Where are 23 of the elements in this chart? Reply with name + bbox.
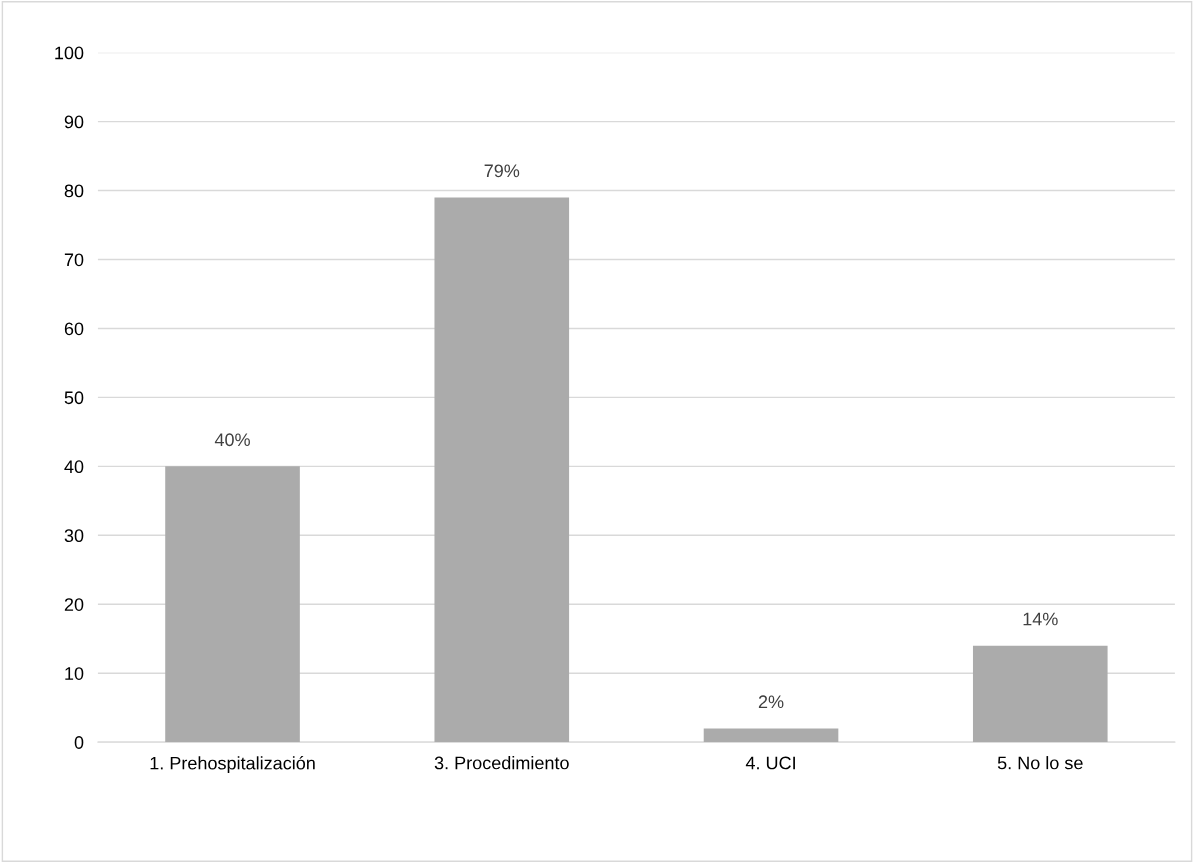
y-tick-label: 10	[65, 667, 84, 680]
y-tick-label: 90	[64, 115, 84, 129]
bar	[165, 466, 300, 743]
y-tick-label: 20	[64, 598, 84, 611]
data-label: 14%	[1023, 612, 1058, 626]
bar	[434, 197, 570, 743]
x-tick-label: 1. Prehospitalización	[150, 756, 315, 774]
y-tick-label: 40	[64, 460, 84, 474]
y-tick-label: 70	[64, 253, 84, 267]
x-tick-label: 3. Procedimiento	[434, 756, 569, 770]
x-tick-label: 4. UCI	[745, 756, 795, 770]
y-tick-label: 100	[55, 46, 84, 60]
y-tick-label: 60	[64, 322, 84, 336]
y-tick-label: 30	[64, 529, 84, 543]
y-tick-label: 0	[74, 736, 84, 749]
y-tick-label: 80	[64, 184, 84, 198]
x-tick-label: 5. No lo se	[997, 756, 1083, 770]
data-label: 40%	[214, 433, 250, 447]
data-label: 79%	[484, 164, 520, 178]
y-tick-label: 50	[64, 391, 84, 405]
data-label: 2%	[758, 695, 784, 709]
bar	[703, 728, 839, 743]
bar	[972, 645, 1108, 743]
